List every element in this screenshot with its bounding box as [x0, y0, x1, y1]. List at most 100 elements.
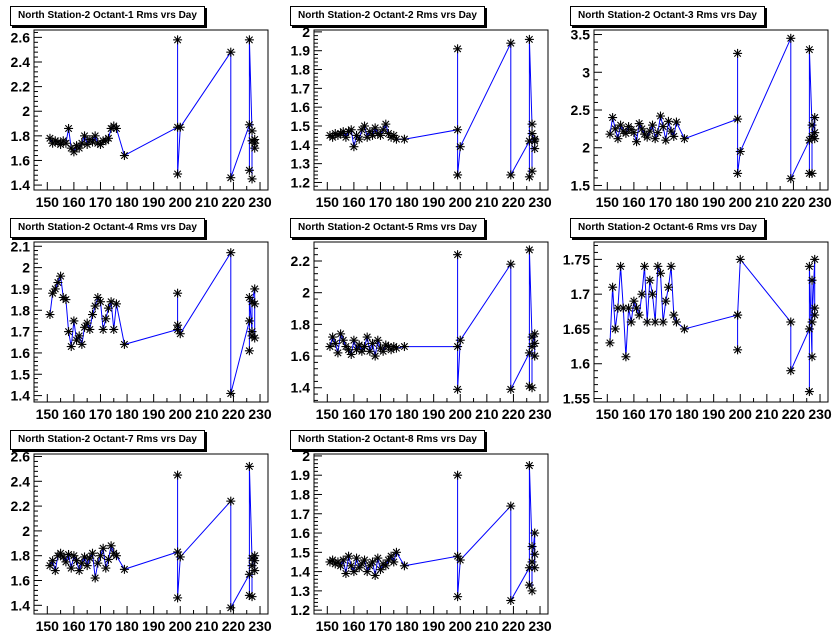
- x-tick-label: 200: [449, 618, 473, 634]
- data-point: [373, 553, 383, 563]
- data-point: [226, 47, 236, 57]
- data-point: [632, 137, 642, 147]
- x-tick-label: 180: [395, 406, 419, 422]
- chart-svg: 1.2 1.3 1.4 1.5 1.6 1.7 1.8 1.9 2 150 160 170 180 190…: [291, 448, 552, 634]
- y-tick-label: 1.6: [291, 99, 311, 115]
- x-tick-label: 180: [115, 194, 139, 210]
- y-tick-label: 2.6: [11, 29, 31, 45]
- data-point: [90, 301, 100, 311]
- x-tick-label: 190: [142, 406, 166, 422]
- y-tick-label: 2.1: [11, 238, 31, 254]
- x-tick-label: 190: [422, 194, 446, 210]
- chart-title: North Station-2 Octant-1 Rms vrs Day: [10, 6, 205, 26]
- y-tick-label: 1.7: [291, 506, 311, 522]
- y-tick-label: 2: [302, 285, 310, 301]
- data-point: [354, 134, 364, 144]
- x-tick-label: 210: [475, 194, 499, 210]
- data-point: [111, 123, 121, 133]
- data-point: [90, 573, 100, 583]
- data-point: [669, 310, 679, 320]
- y-tick-label: 1.4: [291, 137, 311, 153]
- data-point: [250, 566, 260, 576]
- plot-frame: [313, 29, 549, 191]
- data-point: [807, 352, 817, 362]
- data-point: [810, 128, 820, 138]
- x-tick-label: 200: [449, 406, 473, 422]
- data-point: [244, 346, 254, 356]
- data-point: [527, 119, 537, 129]
- chart-svg: 1.5 2 2.5 3 3.5 150 160 170 180 190 200 210 220 230: [571, 27, 832, 210]
- data-point: [244, 35, 254, 45]
- x-tick-label: 170: [369, 194, 393, 210]
- data-point: [663, 282, 673, 292]
- data-point: [530, 563, 540, 573]
- data-point: [173, 593, 183, 603]
- data-point: [453, 125, 463, 135]
- data-point: [655, 268, 665, 278]
- data-point: [360, 121, 370, 131]
- series-line: [329, 465, 536, 603]
- y-tick-label: 1.9: [291, 43, 311, 59]
- data-point: [786, 366, 796, 376]
- data-point: [653, 261, 663, 271]
- data-point: [82, 561, 92, 571]
- y-tick-label: 2.2: [11, 79, 31, 95]
- x-tick-label: 200: [729, 194, 753, 210]
- data-point: [101, 563, 111, 573]
- y-tick-label: 1.5: [11, 366, 31, 382]
- x-tick-label: 160: [342, 618, 366, 634]
- data-point: [530, 338, 540, 348]
- plot-frame: [313, 453, 549, 615]
- x-tick-label: 190: [142, 194, 166, 210]
- data-point: [95, 551, 105, 561]
- data-point: [370, 351, 380, 361]
- data-point: [338, 555, 348, 565]
- y-tick-label: 1.7: [571, 286, 591, 302]
- x-tick-label: 230: [528, 406, 552, 422]
- x-tick-label: 160: [622, 194, 646, 210]
- data-point: [373, 335, 383, 345]
- data-point: [64, 549, 74, 559]
- data-point: [69, 316, 79, 326]
- chart-panel: 1.4 1.6 1.8 2 2.2 150 160 170 180 190 200 210 220 230…: [280, 212, 560, 424]
- y-tick-label: 1.2: [291, 602, 311, 618]
- data-point: [453, 592, 463, 602]
- x-tick-label: 210: [195, 618, 219, 634]
- x-tick-label: 230: [528, 618, 552, 634]
- x-tick-label: 190: [142, 618, 166, 634]
- chart-panel: 1.2 1.3 1.4 1.5 1.6 1.7 1.8 1.9 2 150 160 170 180 190…: [280, 424, 560, 636]
- x-tick-label: 220: [782, 194, 806, 210]
- data-point: [666, 261, 676, 271]
- data-point: [663, 116, 673, 126]
- x-tick-label: 230: [248, 406, 272, 422]
- y-tick-label: 1.65: [563, 321, 590, 337]
- series-line: [49, 250, 256, 394]
- x-tick-label: 180: [675, 406, 699, 422]
- y-tick-label: 1.5: [291, 544, 311, 560]
- data-point: [85, 324, 95, 334]
- chart-panel: 1.5 2 2.5 3 3.5 150 160 170 180 190 200 210 220 230 No…: [560, 0, 840, 212]
- y-tick-label: 1.5: [291, 118, 311, 134]
- data-point: [74, 566, 84, 576]
- data-point: [455, 335, 465, 345]
- chart-title: North Station-2 Octant-5 Rms vrs Day: [290, 218, 485, 238]
- x-tick-label: 160: [62, 618, 86, 634]
- data-point: [455, 142, 465, 152]
- data-point: [527, 166, 537, 176]
- data-point: [530, 144, 540, 154]
- data-point: [613, 134, 623, 144]
- x-tick-label: 210: [755, 194, 779, 210]
- data-point: [648, 120, 657, 130]
- x-tick-label: 170: [649, 406, 673, 422]
- y-tick-label: 1.9: [291, 467, 311, 483]
- x-tick-label: 200: [169, 194, 193, 210]
- data-point: [175, 122, 185, 132]
- series-line: [329, 39, 536, 177]
- data-point: [804, 387, 814, 397]
- x-tick-label: 220: [222, 618, 246, 634]
- data-point: [77, 138, 87, 148]
- data-point: [642, 317, 652, 327]
- x-tick-label: 180: [115, 406, 139, 422]
- data-point: [77, 339, 87, 349]
